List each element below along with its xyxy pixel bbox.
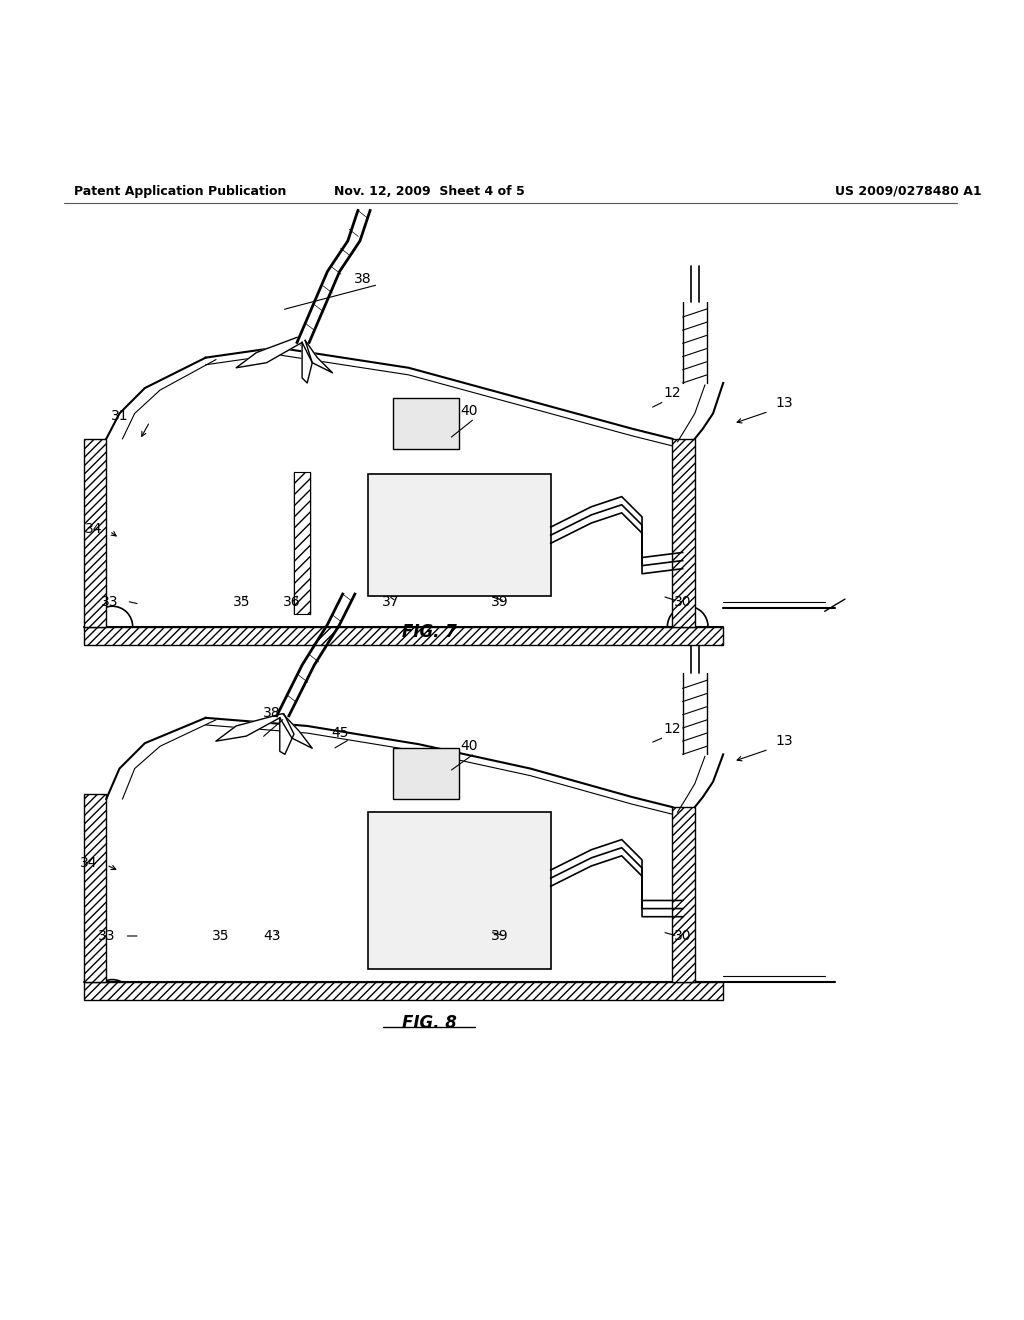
Text: 34: 34 (80, 855, 97, 870)
Text: 40: 40 (461, 404, 478, 418)
Text: 34: 34 (85, 523, 102, 536)
Bar (393, 399, 460, 449)
Bar (84, 982, 723, 1001)
Bar (84, 627, 723, 644)
Text: 40: 40 (461, 739, 478, 754)
Text: 12: 12 (664, 722, 681, 737)
Bar (393, 748, 460, 799)
Text: 33: 33 (97, 929, 115, 942)
Bar (673, 438, 694, 627)
Text: US 2009/0278480 A1: US 2009/0278480 A1 (835, 185, 981, 198)
Text: 12: 12 (664, 387, 681, 400)
Text: 31: 31 (111, 409, 128, 424)
Text: 35: 35 (232, 595, 250, 609)
Polygon shape (216, 714, 282, 741)
Text: 43: 43 (263, 929, 281, 942)
Polygon shape (302, 341, 312, 383)
Text: 30: 30 (674, 595, 691, 609)
Bar (84, 793, 106, 982)
Text: FIG. 8: FIG. 8 (401, 1014, 457, 1032)
Text: FIG. 7: FIG. 7 (401, 623, 457, 640)
Text: 38: 38 (354, 272, 372, 286)
Text: 39: 39 (492, 929, 509, 942)
Text: 39: 39 (492, 595, 509, 609)
Bar (84, 438, 106, 627)
Polygon shape (237, 338, 302, 368)
Polygon shape (302, 341, 333, 372)
Bar (368, 474, 551, 597)
Text: Patent Application Publication: Patent Application Publication (74, 185, 286, 198)
Bar (294, 473, 310, 614)
Polygon shape (280, 714, 312, 748)
Text: 13: 13 (775, 734, 793, 748)
Text: 36: 36 (284, 595, 301, 609)
Text: 30: 30 (674, 929, 691, 942)
Bar (673, 807, 694, 982)
Text: 38: 38 (263, 706, 281, 719)
Bar (368, 812, 551, 969)
Text: 45: 45 (331, 726, 348, 741)
Text: 13: 13 (775, 396, 793, 411)
Text: Nov. 12, 2009  Sheet 4 of 5: Nov. 12, 2009 Sheet 4 of 5 (334, 185, 524, 198)
Text: 33: 33 (100, 595, 118, 609)
Polygon shape (280, 714, 294, 754)
Text: 37: 37 (382, 595, 399, 609)
Text: 35: 35 (212, 929, 229, 942)
